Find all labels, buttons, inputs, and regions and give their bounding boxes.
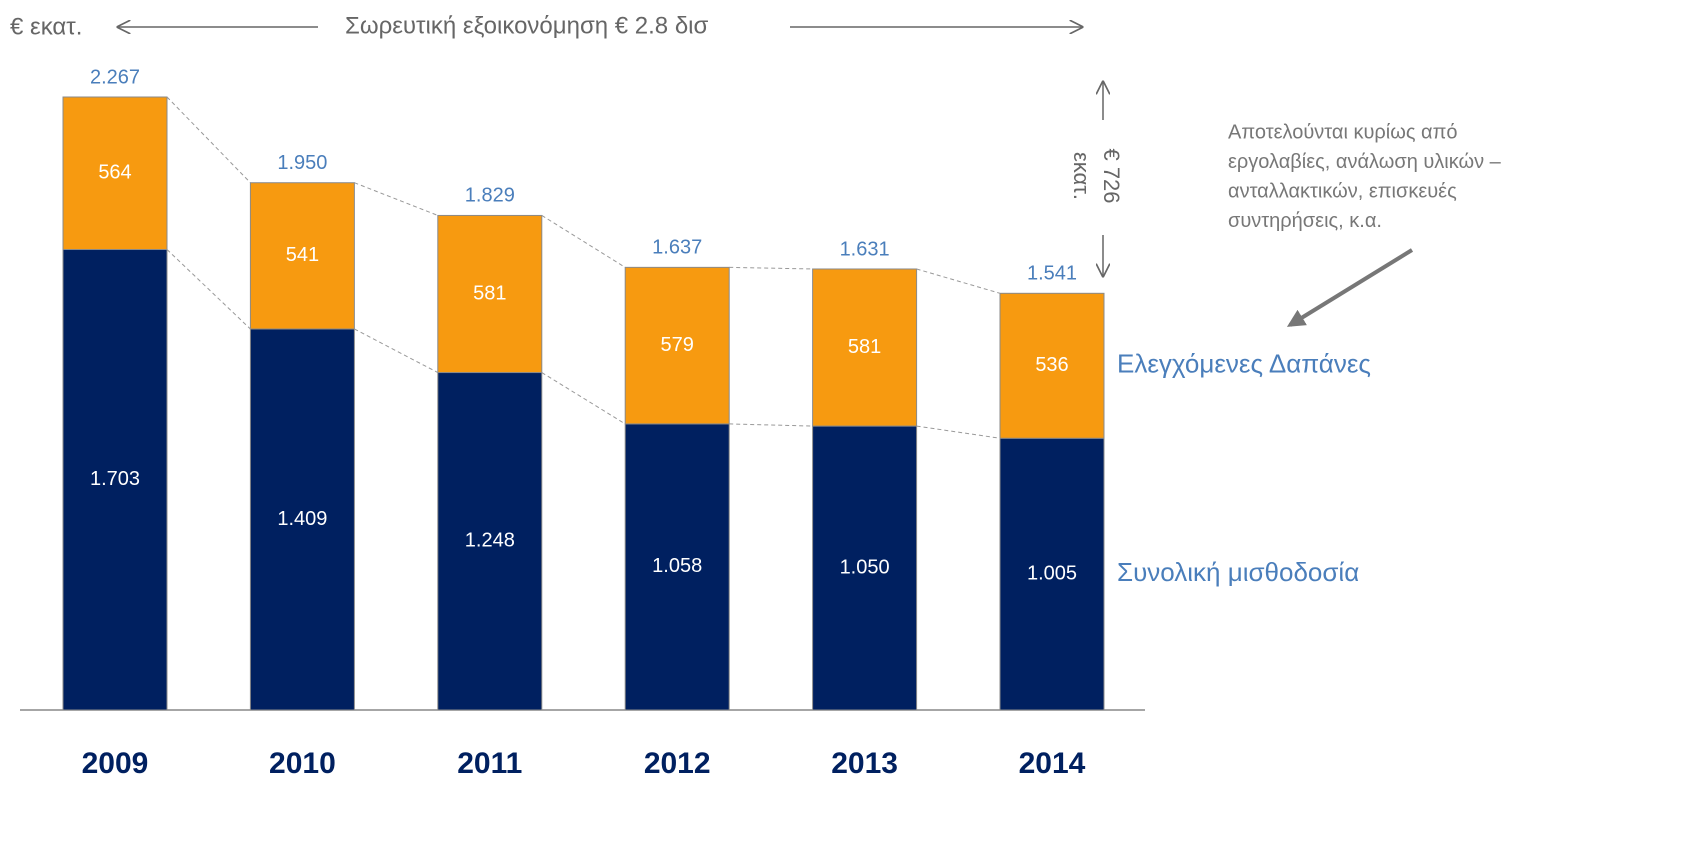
- bar-segment: [249, 182, 355, 330]
- value-label: 536: [1035, 354, 1068, 376]
- connector: [916, 425, 1001, 439]
- value-label: 581: [848, 336, 881, 358]
- bar-segment: [624, 266, 730, 425]
- x-tick-label: 2010: [269, 747, 336, 780]
- note-text: εργολαβίες, ανάλωση υλικών –: [1228, 151, 1502, 173]
- total-label: 1.829: [465, 185, 515, 207]
- bar-segment: [812, 425, 918, 711]
- annotation: Σωρευτική εξοικονόμηση € 2.8 δισ: [345, 12, 709, 39]
- connector: [166, 96, 251, 184]
- bar-segment: [999, 437, 1105, 711]
- value-label: 564: [98, 162, 131, 184]
- connector: [729, 266, 813, 270]
- bar-segment: [62, 249, 168, 711]
- connector: [354, 328, 439, 373]
- value-label: 581: [473, 282, 506, 304]
- note-arrow: [1286, 248, 1414, 327]
- unit-label: € εκατ.: [10, 13, 82, 40]
- x-tick-label: 2012: [644, 747, 711, 780]
- connector: [729, 423, 813, 427]
- value-label: 1.005: [1027, 562, 1077, 584]
- bar-segment: [437, 214, 543, 374]
- connector: [354, 182, 438, 216]
- bar-segment: [437, 372, 543, 711]
- total-label: 1.631: [840, 238, 890, 260]
- note-text: Αποτελούνται κυρίως από: [1228, 121, 1458, 143]
- x-tick-label: 2014: [1019, 747, 1086, 780]
- value-label: 1.409: [277, 508, 327, 530]
- connector: [916, 268, 1001, 294]
- total-label: 1.950: [277, 152, 327, 174]
- total-label: 1.637: [652, 237, 702, 259]
- value-label: 579: [661, 334, 694, 356]
- value-label: 1.058: [652, 555, 702, 577]
- note-text: συντηρήσεις, κ.α.: [1228, 210, 1382, 232]
- x-tick-label: 2009: [82, 747, 149, 780]
- legend-label: Ελεγχόμενες Δαπάνες: [1117, 349, 1371, 379]
- x-tick-label: 2013: [831, 747, 898, 780]
- bar-segment: [62, 96, 168, 251]
- total-label: 2.267: [90, 66, 140, 88]
- side-annotation: εκατ.: [1069, 152, 1094, 200]
- connector: [541, 215, 626, 268]
- value-label: 541: [286, 244, 319, 266]
- side-annotation: € 726: [1099, 148, 1124, 203]
- legend-label: Συνολική μισθοδοσία: [1117, 557, 1359, 587]
- value-label: 1.050: [840, 556, 890, 578]
- value-label: 1.248: [465, 530, 515, 552]
- connector: [541, 372, 626, 425]
- connector: [166, 249, 251, 330]
- bar-segment: [999, 292, 1105, 439]
- value-label: 1.703: [90, 468, 140, 490]
- x-tick-label: 2011: [457, 747, 522, 780]
- note-text: ανταλλακτικών, επισκευές: [1228, 180, 1457, 202]
- bar-segment: [624, 423, 730, 711]
- bar-segment: [812, 268, 918, 427]
- total-label: 1.541: [1027, 263, 1077, 285]
